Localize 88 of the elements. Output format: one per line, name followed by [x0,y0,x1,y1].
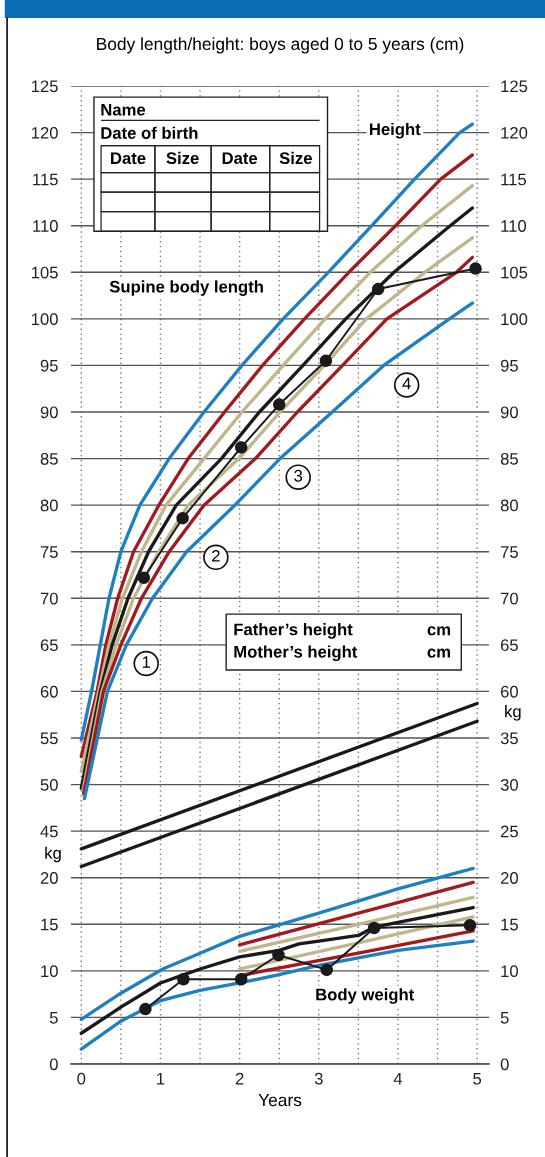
annotation: Body weight [316,988,415,1004]
y-tick-label: 20 [40,872,58,884]
point [319,354,333,368]
y2-tick-label: 10 [501,965,518,978]
point [234,972,248,986]
y-tick-label: 100 [31,313,58,326]
y-tick-label: 75 [40,546,58,558]
x-tick-label: 3 [314,1072,323,1085]
point [371,282,385,296]
text: kg [505,705,521,721]
line-series [79,866,475,1021]
annotation: cm [427,648,450,658]
y2-tick-label: 20 [500,872,518,884]
y-tick-label: 110 [33,220,58,232]
y2-tick-label: 95 [500,359,518,372]
y-tick-label: 90 [40,406,58,419]
y2-tick-label: 35 [500,732,518,745]
line-series [79,939,475,1051]
y2-tick-label: 80 [500,499,518,512]
line-series [79,905,475,1035]
x-tick-label: 2 [235,1072,244,1085]
point [234,441,248,454]
annotation: Date [222,152,258,165]
x-tick-label: 0 [77,1072,86,1085]
y2-tick-label: 75 [500,546,518,558]
y2-tick-label: 120 [501,126,528,139]
y2-tick-label: 85 [500,452,518,465]
y-tick-label: 50 [40,778,58,791]
annotation: Date [111,152,146,165]
y-tick-label: 5 [49,1012,58,1024]
annotation: Supine body length [109,280,263,296]
point [137,571,151,585]
annotation: Date of birth [101,126,198,139]
y-tick-label: 105 [31,266,58,279]
x-tick-label: 4 [393,1072,403,1085]
point [367,921,381,935]
annotation: Name [101,103,146,116]
y-tick-label: 10 [41,965,58,978]
x-axis-title: Years [258,1094,302,1107]
y-tick-label: 65 [40,639,58,652]
y2-tick-label: 0 [500,1058,509,1071]
y-tick-label: 85 [40,452,58,465]
y2-tick-label: 60 [500,685,518,698]
point [139,1002,152,1016]
text: kg [45,846,61,863]
chart-title: Body length/height: boys aged 0 to 5 years (cm) [97,37,464,54]
y2-tick-label: 90 [500,406,518,419]
annotation: 2 [212,549,220,562]
point [177,972,190,986]
y2-tick-label: 5 [500,1012,509,1024]
annotation: 1 [142,656,151,668]
y-tick-label: 125 [31,80,58,93]
annotation: 3 [294,469,303,482]
y2-tick-label: 65 [500,639,518,652]
point [469,262,482,275]
y-tick-label: 15 [41,918,58,931]
annotation: Height [369,122,421,139]
y2-tick-label: 15 [501,918,518,931]
y-tick-label: 80 [40,499,58,512]
y-tick-label: 115 [33,173,58,186]
x-tick-label: 1 [157,1072,165,1085]
y-tick-label: 45 [40,825,58,838]
point [176,511,189,525]
y-tick-label: 120 [31,126,58,139]
y2-tick-label: 105 [501,266,528,279]
y2-tick-label: 100 [501,313,528,326]
y2-tick-label: 70 [500,592,518,605]
point [320,963,333,977]
y-tick-label: 95 [40,359,58,372]
annotation: Size [166,151,199,165]
y-tick-label: 55 [40,732,58,745]
y2-tick-label: 115 [501,173,526,186]
point [272,398,286,411]
annotation: cm [427,626,450,636]
y2-tick-label: 25 [500,825,518,838]
annotation: 4 [402,377,411,390]
y2-tick-label: 110 [501,220,527,232]
y-tick-label: 60 [40,685,58,698]
y-tick-label: 0 [49,1058,58,1071]
annotation: Mother’s height [234,645,358,662]
point [463,918,477,932]
y2-tick-label: 30 [500,778,518,791]
point [272,948,285,962]
y2-tick-label: 125 [501,80,528,93]
annotation: Size [279,151,312,165]
annotation: Father’s height [234,623,353,639]
x-tick-label: 5 [473,1072,482,1085]
y-tick-label: 70 [40,592,58,605]
